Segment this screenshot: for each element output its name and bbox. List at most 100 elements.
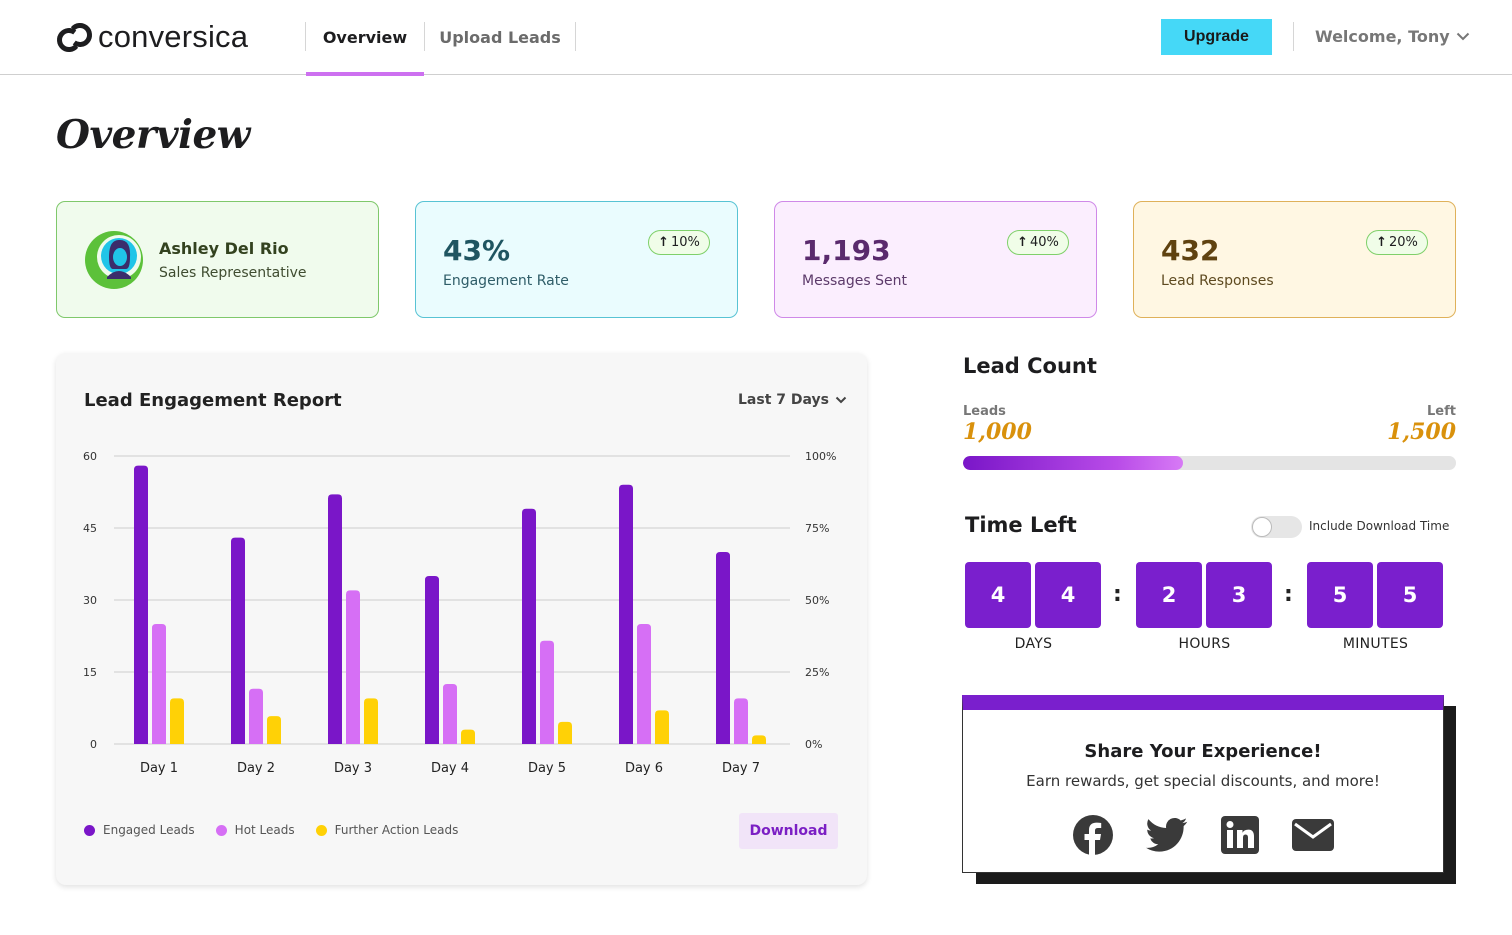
mail-icon[interactable]	[1292, 814, 1334, 856]
bar-hot-leads	[249, 688, 263, 744]
bar-engaged-leads	[425, 576, 439, 744]
profile-name: Ashley Del Rio	[159, 239, 289, 258]
date-range-select[interactable]: Last 7 Days	[738, 392, 847, 408]
tab-upload-leads-label: Upload Leads	[439, 28, 561, 47]
download-button[interactable]: Download	[739, 813, 838, 849]
lead-count-title: Lead Count	[963, 354, 1097, 378]
bar-hot-leads	[346, 590, 360, 744]
days-label: DAYS	[1014, 636, 1053, 652]
x-tick-label: Day 1	[140, 761, 178, 776]
left-value: 1,500	[1387, 419, 1456, 445]
bar-engaged-leads	[231, 537, 245, 744]
bar-further-action-leads	[655, 710, 669, 744]
nav-divider	[1293, 22, 1294, 51]
date-range-value: Last 7 Days	[738, 392, 829, 408]
nav-divider	[424, 22, 425, 51]
lead-progress-bar	[963, 456, 1456, 470]
bar-engaged-leads	[619, 484, 633, 744]
share-subtitle: Earn rewards, get special discounts, and…	[1026, 772, 1380, 790]
toggle-label: Include Download Time	[1309, 519, 1450, 533]
tab-upload-leads[interactable]: Upload Leads	[425, 0, 575, 75]
stat-value: 43%	[443, 234, 511, 267]
share-card: Share Your Experience! Earn rewards, get…	[962, 695, 1444, 873]
x-tick-label: Day 6	[625, 761, 663, 776]
y-left-tick-label: 0	[90, 738, 97, 751]
stat-label: Engagement Rate	[443, 273, 569, 289]
delta-value: 10%	[671, 235, 700, 250]
page-title: Overview	[56, 112, 250, 158]
legend-label: Hot Leads	[234, 823, 295, 837]
twitter-glyph	[1146, 817, 1188, 852]
y-left-tick-label: 60	[83, 450, 97, 463]
legend-label: Further Action Leads	[334, 823, 459, 837]
mail-glyph	[1292, 819, 1334, 851]
legend-label: Engaged Leads	[103, 823, 195, 837]
stat-label: Messages Sent	[802, 273, 907, 289]
legend-item: Engaged Leads	[84, 823, 195, 837]
time-separator: :	[1284, 582, 1293, 607]
days-digit: 4	[1035, 562, 1101, 628]
twitter-icon[interactable]	[1146, 814, 1188, 856]
hours-digit: 2	[1136, 562, 1202, 628]
legend-swatch	[315, 824, 327, 836]
stat-value: 1,193	[802, 234, 891, 267]
arrow-up-icon: ↑	[1376, 235, 1387, 250]
x-tick-label: Day 7	[722, 761, 760, 776]
lead-responses-card: 432 Lead Responses ↑ 20%	[1133, 201, 1456, 318]
bar-further-action-leads	[267, 716, 281, 744]
toggle-knob	[1252, 517, 1272, 537]
bar-further-action-leads	[461, 729, 475, 744]
upgrade-button[interactable]: Upgrade	[1161, 19, 1272, 55]
delta-value: 20%	[1389, 235, 1418, 250]
arrow-up-icon: ↑	[658, 235, 669, 250]
legend-item: Hot Leads	[215, 823, 295, 837]
legend-swatch	[215, 824, 227, 836]
conversica-logo-icon	[57, 23, 92, 52]
messages-sent-card: 1,193 Messages Sent ↑ 40%	[774, 201, 1097, 318]
stat-label: Lead Responses	[1161, 273, 1274, 289]
lead-progress-fill	[963, 456, 1183, 470]
engagement-rate-card: 43% Engagement Rate ↑ 10%	[415, 201, 738, 318]
bar-engaged-leads	[134, 465, 148, 744]
include-download-time-toggle[interactable]	[1251, 516, 1302, 538]
brand-logo[interactable]: conversica	[56, 19, 249, 56]
tab-overview[interactable]: Overview	[306, 0, 424, 76]
minutes-digit: 5	[1377, 562, 1443, 628]
user-menu[interactable]: Welcome, Tony	[1315, 27, 1470, 46]
bar-further-action-leads	[752, 735, 766, 744]
days-digit: 4	[965, 562, 1031, 628]
bar-further-action-leads	[170, 698, 184, 744]
bar-engaged-leads	[328, 494, 342, 744]
minutes-digit: 5	[1307, 562, 1373, 628]
tab-overview-label: Overview	[322, 28, 408, 47]
delta-badge: ↑ 20%	[1366, 230, 1428, 255]
bar-hot-leads	[443, 684, 457, 744]
x-tick-label: Day 3	[334, 761, 372, 776]
y-left-tick-label: 30	[83, 594, 97, 607]
linkedin-glyph	[1221, 816, 1259, 854]
chart-title: Lead Engagement Report	[84, 390, 342, 411]
x-tick-label: Day 5	[528, 761, 566, 776]
brand-name: conversica	[98, 19, 249, 54]
x-tick-label: Day 2	[237, 761, 275, 776]
y-left-tick-label: 45	[83, 522, 97, 535]
profile-card: Ashley Del Rio Sales Representative	[56, 201, 379, 318]
top-nav: conversica Overview Upload Leads Upgrade…	[0, 0, 1512, 76]
bar-hot-leads	[637, 624, 651, 744]
bar-chart: 0 0% 15 25% 30 50% 45 75% 60 100% Day 1 Day 2 Day 3 D…	[83, 450, 836, 776]
delta-badge: ↑ 10%	[648, 230, 710, 255]
time-separator: :	[1113, 582, 1122, 607]
arrow-up-icon: ↑	[1017, 235, 1028, 250]
y-right-tick-label: 100%	[805, 450, 836, 463]
delta-value: 40%	[1030, 235, 1059, 250]
y-right-tick-label: 75%	[805, 522, 829, 535]
delta-badge: ↑ 40%	[1007, 230, 1069, 255]
y-right-tick-label: 50%	[805, 594, 829, 607]
chart-legend: Engaged Leads Hot Leads Further Action L…	[84, 823, 479, 837]
avatar	[85, 231, 143, 289]
nav-divider	[305, 22, 306, 51]
legend-swatch	[84, 824, 95, 836]
linkedin-icon[interactable]	[1219, 814, 1261, 856]
left-label: Left	[1427, 404, 1456, 419]
facebook-icon[interactable]	[1072, 814, 1114, 856]
